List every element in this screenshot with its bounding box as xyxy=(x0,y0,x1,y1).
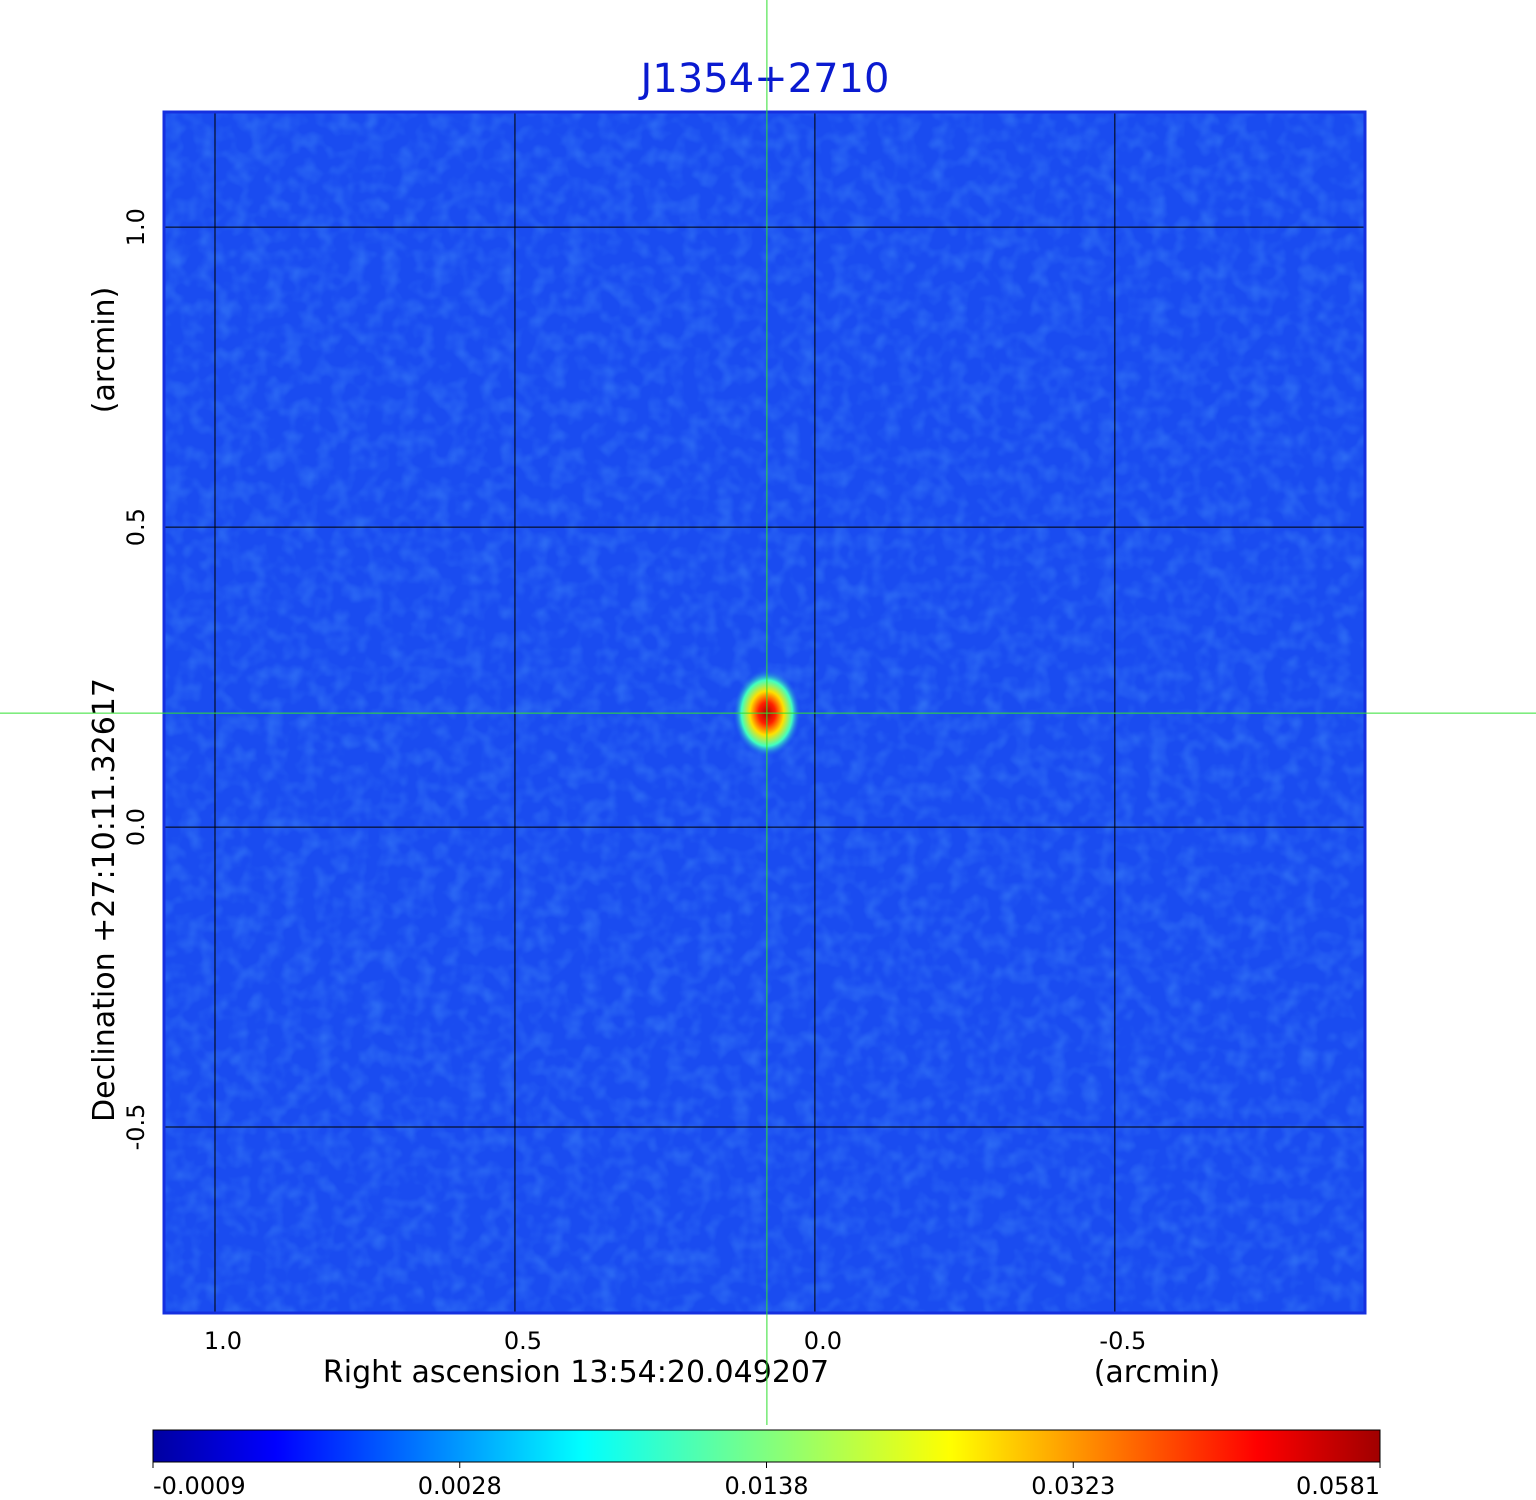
image xyxy=(164,112,1365,1313)
y-axis-label: Declination +27:10:11.32617 xyxy=(87,678,122,1122)
x-axis-unit: (arcmin) xyxy=(1094,1355,1221,1390)
x-axis-label: Right ascension 13:54:20.049207 xyxy=(323,1355,829,1390)
colorbar-tick-label: -0.0009 xyxy=(153,1472,246,1500)
y-tick-label: 0.5 xyxy=(122,508,150,546)
x-tick-label: -0.5 xyxy=(1099,1327,1146,1355)
plot-border xyxy=(162,110,1367,1315)
chart-title: J1354+2710 xyxy=(638,56,890,102)
x-tick-label: 1.0 xyxy=(204,1327,242,1355)
colorbar-tick-label: 0.0138 xyxy=(725,1472,809,1500)
y-tick-label: 1.0 xyxy=(122,208,150,246)
x-tick-label: 0.0 xyxy=(804,1327,842,1355)
colorbar-tick-label: 0.0323 xyxy=(1031,1472,1115,1500)
x-tick-label: 0.5 xyxy=(504,1327,542,1355)
y-axis-unit: (arcmin) xyxy=(87,287,122,414)
colorbar xyxy=(152,1429,1381,1463)
y-tick-label: -0.5 xyxy=(122,1104,150,1151)
y-tick-label: 0.0 xyxy=(122,808,150,846)
colorbar-tick-label: 0.0028 xyxy=(418,1472,502,1500)
colorbar-tick-label: 0.0581 xyxy=(1296,1472,1380,1500)
